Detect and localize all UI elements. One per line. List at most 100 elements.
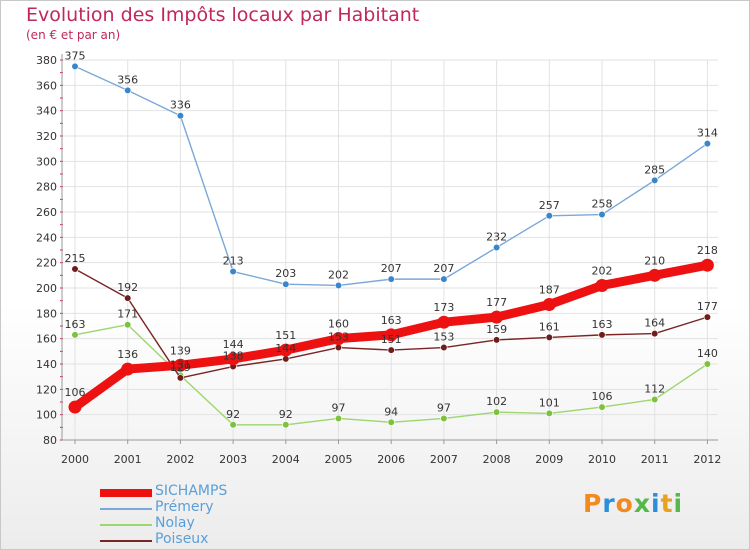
gridlines bbox=[62, 59, 718, 441]
data-point-nolay bbox=[124, 321, 132, 329]
data-label-pr-mery: 336 bbox=[170, 99, 191, 112]
logo-letter: t bbox=[660, 489, 674, 518]
x-tick-label: 2005 bbox=[325, 453, 353, 466]
data-point-pr-mery bbox=[229, 267, 237, 276]
logo-letter: o bbox=[615, 489, 634, 518]
data-point-nolay bbox=[440, 414, 448, 423]
y-tick-label: 280 bbox=[36, 181, 57, 194]
data-point-sichamps bbox=[279, 343, 293, 357]
data-point-pr-mery bbox=[598, 210, 606, 219]
data-point-poiseux bbox=[282, 355, 290, 363]
x-tick-label: 2012 bbox=[693, 453, 721, 466]
data-label-pr-mery: 202 bbox=[328, 268, 349, 281]
x-tick-label: 2007 bbox=[430, 453, 458, 466]
data-label-nolay: 101 bbox=[539, 396, 560, 409]
data-label-sichamps: 173 bbox=[433, 301, 454, 314]
data-label-sichamps: 218 bbox=[697, 244, 718, 257]
data-point-nolay bbox=[282, 421, 290, 429]
data-label-sichamps: 187 bbox=[539, 283, 560, 296]
data-label-nolay: 102 bbox=[486, 395, 507, 408]
data-point-poiseux bbox=[703, 313, 712, 321]
chart-subtitle: (en € et par an) bbox=[26, 28, 121, 42]
data-point-nolay bbox=[598, 403, 606, 411]
data-point-poiseux bbox=[598, 331, 606, 339]
data-label-nolay: 97 bbox=[437, 401, 451, 414]
y-tick-label: 100 bbox=[36, 409, 57, 422]
x-tick-label: 2002 bbox=[166, 453, 194, 466]
data-label-pr-mery: 375 bbox=[65, 49, 86, 62]
data-label-sichamps: 210 bbox=[644, 254, 665, 267]
data-label-poiseux: 151 bbox=[381, 333, 402, 346]
data-point-sichamps bbox=[68, 400, 82, 414]
data-label-nolay: 131 bbox=[170, 358, 191, 371]
data-point-nolay bbox=[229, 421, 237, 429]
data-point-sichamps bbox=[595, 278, 609, 292]
data-label-poiseux: 163 bbox=[592, 318, 613, 331]
data-point-sichamps bbox=[700, 258, 714, 272]
data-point-pr-mery bbox=[71, 62, 79, 70]
chart-title: Evolution des Impôts locaux par Habitant bbox=[26, 4, 420, 26]
data-point-poiseux bbox=[71, 265, 79, 273]
proxiti-logo: Proxiti bbox=[583, 489, 683, 518]
y-tick-label: 160 bbox=[36, 333, 57, 346]
data-label-pr-mery: 207 bbox=[381, 262, 402, 275]
data-label-sichamps: 144 bbox=[223, 338, 244, 351]
legend: SICHAMPS Prémery Nolay Poiseux bbox=[100, 483, 320, 548]
legend-label-pr-mery: Prémery bbox=[155, 499, 214, 515]
legend-label-sichamps: SICHAMPS bbox=[155, 483, 228, 499]
data-label-pr-mery: 207 bbox=[433, 262, 454, 275]
y-tick-label: 80 bbox=[43, 434, 57, 447]
data-point-pr-mery bbox=[176, 112, 184, 120]
data-point-sichamps bbox=[648, 268, 662, 282]
legend-item-sichamps: SICHAMPS bbox=[100, 483, 320, 500]
x-tick-label: 2010 bbox=[588, 453, 616, 466]
data-point-poiseux bbox=[176, 374, 184, 382]
data-point-pr-mery bbox=[703, 140, 712, 148]
data-label-poiseux: 138 bbox=[223, 350, 244, 363]
y-tick-label: 340 bbox=[36, 105, 57, 118]
axes: 80 100 120 140 160 180 200 220 240 260 280 300 320 34… bbox=[36, 54, 721, 466]
data-point-poiseux bbox=[651, 330, 659, 338]
x-tick-label: 2004 bbox=[272, 453, 300, 466]
data-point-sichamps bbox=[121, 362, 135, 376]
data-label-poiseux: 153 bbox=[433, 331, 454, 344]
logo-letter: i bbox=[673, 489, 684, 518]
y-tick-label: 320 bbox=[36, 130, 57, 143]
data-point-sichamps bbox=[226, 352, 240, 366]
y-tick-label: 260 bbox=[36, 206, 57, 219]
series-group bbox=[68, 62, 714, 429]
data-point-poiseux bbox=[493, 336, 501, 344]
legend-swatch-poiseux bbox=[100, 540, 152, 542]
data-label-sichamps: 136 bbox=[117, 348, 138, 361]
data-label-nolay: 163 bbox=[65, 318, 86, 331]
data-label-nolay: 140 bbox=[697, 347, 718, 360]
data-label-poiseux: 215 bbox=[65, 252, 86, 265]
data-label-sichamps: 151 bbox=[275, 329, 296, 342]
data-point-poiseux bbox=[387, 346, 395, 354]
data-label-poiseux: 159 bbox=[486, 323, 507, 336]
data-label-sichamps: 139 bbox=[170, 344, 191, 357]
data-label-poiseux: 129 bbox=[170, 361, 191, 374]
data-point-pr-mery bbox=[545, 212, 553, 220]
data-point-nolay bbox=[651, 395, 659, 404]
legend-item-pr-mery: Prémery bbox=[100, 499, 320, 516]
data-label-nolay: 97 bbox=[332, 401, 346, 414]
legend-swatch-sichamps bbox=[100, 489, 152, 497]
x-tick-label: 2006 bbox=[377, 453, 405, 466]
y-tick-label: 380 bbox=[36, 54, 57, 67]
data-point-pr-mery bbox=[387, 275, 395, 283]
data-label-pr-mery: 257 bbox=[539, 199, 560, 212]
legend-swatch-pr-mery bbox=[100, 508, 152, 510]
legend-label-nolay: Nolay bbox=[155, 515, 195, 531]
data-label-poiseux: 144 bbox=[275, 342, 296, 355]
data-point-nolay bbox=[703, 360, 712, 368]
data-label-pr-mery: 203 bbox=[275, 267, 296, 280]
data-label-nolay: 112 bbox=[644, 382, 665, 395]
data-label-sichamps: 163 bbox=[381, 314, 402, 327]
data-point-pr-mery bbox=[493, 243, 501, 252]
legend-label-poiseux: Poiseux bbox=[155, 531, 209, 547]
x-tick-label: 2011 bbox=[641, 453, 669, 466]
x-tick-label: 2009 bbox=[535, 453, 563, 466]
data-point-pr-mery bbox=[651, 176, 659, 184]
data-point-pr-mery bbox=[282, 280, 290, 288]
